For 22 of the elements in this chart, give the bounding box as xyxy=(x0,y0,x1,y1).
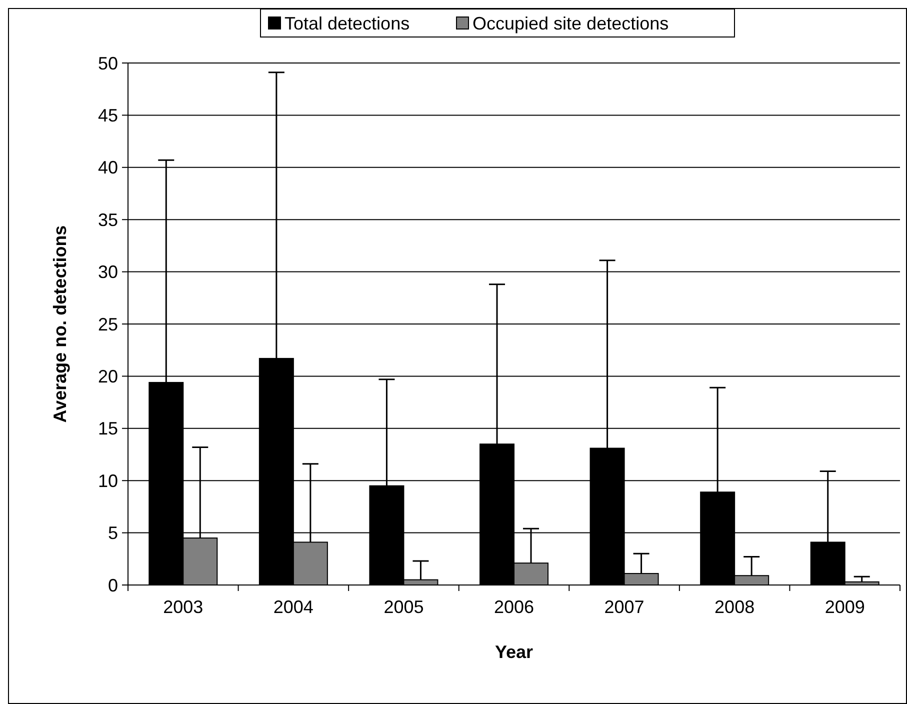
legend-label: Occupied site detections xyxy=(472,13,669,34)
x-tick-label: 2008 xyxy=(714,597,755,617)
x-tick-label: 2004 xyxy=(273,597,314,617)
y-tick-label: 25 xyxy=(98,314,118,334)
x-tick-label: 2006 xyxy=(494,597,534,617)
legend-label: Total detections xyxy=(284,13,410,34)
y-tick-label: 30 xyxy=(98,262,118,282)
y-tick-label: 40 xyxy=(98,158,118,178)
y-tick-label: 15 xyxy=(98,418,118,439)
y-tick-label: 50 xyxy=(98,53,118,74)
y-tick-label: 5 xyxy=(108,523,118,544)
x-axis-title: Year xyxy=(494,642,534,662)
y-axis-title: Average no. detections xyxy=(50,225,70,423)
x-tick-label: 2003 xyxy=(163,597,204,617)
y-tick-label: 45 xyxy=(98,106,118,126)
x-tick-label: 2009 xyxy=(824,597,865,617)
y-tick-label: 20 xyxy=(98,366,118,386)
y-tick-label: 10 xyxy=(98,470,118,491)
x-tick-label: 2007 xyxy=(604,597,644,617)
y-tick-label: 0 xyxy=(108,575,118,596)
x-tick-label: 2005 xyxy=(384,597,424,617)
y-tick-label: 35 xyxy=(98,210,118,230)
